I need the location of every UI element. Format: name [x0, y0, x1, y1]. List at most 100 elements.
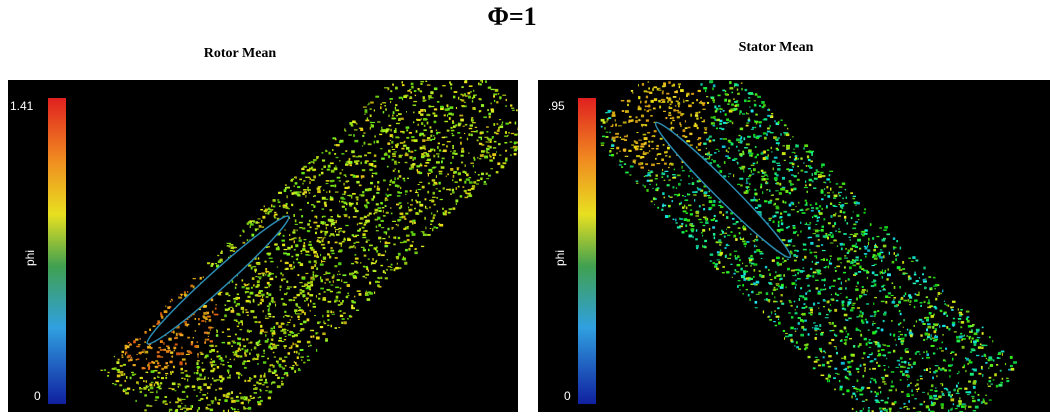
vector-speck: [255, 358, 259, 360]
vector-speck: [902, 373, 905, 376]
vector-speck: [301, 215, 303, 217]
vector-speck: [353, 216, 357, 217]
vector-speck: [751, 155, 753, 157]
vector-speck: [711, 117, 715, 119]
vector-speck: [916, 260, 919, 262]
vector-speck: [248, 399, 250, 402]
vector-speck: [452, 189, 454, 191]
vector-speck: [781, 284, 784, 287]
vector-speck: [472, 122, 476, 123]
vector-speck: [875, 341, 878, 343]
vector-speck: [172, 299, 173, 301]
vector-speck: [323, 321, 324, 324]
vector-speck: [723, 138, 727, 139]
vector-speck: [347, 318, 349, 319]
vector-speck: [723, 214, 725, 216]
vector-speck: [173, 347, 176, 349]
vector-speck: [320, 326, 323, 328]
vector-speck: [929, 368, 931, 370]
vector-speck: [354, 207, 356, 210]
vector-speck: [913, 283, 916, 285]
vector-speck: [426, 114, 430, 116]
vector-speck: [646, 119, 649, 121]
vector-speck: [319, 322, 321, 323]
vector-speck: [481, 150, 482, 151]
vector-speck: [859, 248, 861, 250]
vector-speck: [273, 206, 275, 208]
vector-speck: [243, 360, 246, 362]
vector-speck: [685, 120, 686, 122]
vector-speck: [322, 332, 325, 335]
vector-speck: [260, 302, 262, 305]
vector-speck: [166, 375, 167, 376]
vector-speck: [933, 352, 935, 354]
vector-speck: [662, 92, 664, 95]
vector-speck: [299, 179, 302, 181]
vector-speck: [777, 229, 780, 231]
vector-speck: [247, 223, 251, 224]
vector-speck: [260, 375, 262, 378]
vector-speck: [286, 281, 288, 283]
vector-speck: [370, 182, 373, 184]
vector-speck: [642, 83, 644, 86]
vector-speck: [690, 213, 693, 215]
vector-speck: [770, 201, 772, 203]
vector-speck: [261, 220, 262, 223]
vector-speck: [655, 198, 657, 200]
vector-speck: [893, 297, 896, 299]
vector-speck: [774, 177, 778, 180]
vector-speck: [929, 395, 932, 397]
vector-speck: [274, 212, 276, 213]
vector-speck: [333, 180, 335, 182]
vector-speck: [344, 128, 345, 131]
vector-speck: [243, 231, 245, 233]
vector-speck: [202, 369, 204, 371]
vector-speck: [337, 279, 340, 281]
vector-speck: [205, 319, 207, 320]
vector-speck: [793, 188, 796, 191]
vector-speck: [778, 285, 780, 287]
vector-speck: [144, 351, 148, 354]
vector-speck: [902, 268, 905, 270]
vector-speck: [424, 109, 426, 110]
vector-speck: [384, 245, 388, 247]
vector-speck: [279, 205, 280, 207]
vector-speck: [873, 321, 874, 322]
vector-speck: [969, 361, 973, 363]
vector-speck: [695, 112, 698, 114]
vector-speck: [709, 140, 712, 143]
vector-speck: [357, 230, 360, 232]
vector-speck: [676, 110, 679, 111]
vector-speck: [705, 221, 708, 224]
vector-speck: [397, 195, 401, 196]
vector-speck: [356, 242, 360, 243]
vector-speck: [483, 183, 487, 184]
vector-speck: [927, 326, 931, 329]
vector-speck: [486, 178, 489, 179]
vector-speck: [667, 175, 669, 177]
vector-speck: [769, 189, 771, 191]
vector-speck: [940, 368, 942, 371]
vector-speck: [782, 145, 785, 146]
vector-speck: [927, 392, 928, 395]
vector-speck: [277, 377, 280, 379]
vector-speck: [325, 222, 326, 224]
vector-speck: [385, 205, 387, 207]
vector-speck: [211, 265, 213, 267]
vector-speck: [472, 100, 473, 102]
vector-speck: [888, 366, 889, 367]
vector-speck: [307, 189, 311, 190]
vector-speck: [941, 403, 944, 406]
vector-speck: [839, 380, 840, 382]
vector-speck: [908, 278, 910, 280]
vector-speck: [957, 373, 959, 374]
vector-speck: [217, 255, 219, 256]
vector-speck: [359, 128, 363, 129]
vector-speck: [712, 87, 714, 90]
vector-speck: [389, 98, 393, 100]
vector-speck: [794, 328, 796, 329]
vector-speck: [469, 177, 471, 178]
vector-speck: [257, 401, 260, 403]
vector-speck: [819, 329, 820, 330]
vector-speck: [717, 251, 720, 253]
